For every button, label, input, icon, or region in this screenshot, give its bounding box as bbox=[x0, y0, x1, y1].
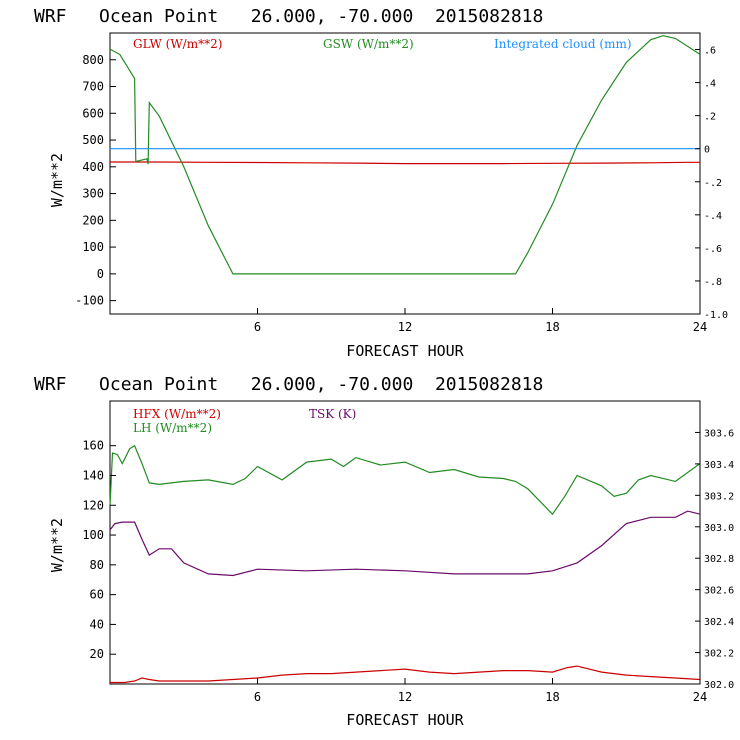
series-line-tsk bbox=[109, 510, 701, 577]
y-axis-left: -100 0 100 200 300 400 500 600 700 800 bbox=[75, 53, 116, 308]
y-tick-label: 140 bbox=[82, 468, 104, 482]
x-tick-label: 6 bbox=[254, 320, 261, 334]
legend-tsk: TSK (K) bbox=[309, 407, 356, 421]
y-tick-label: 100 bbox=[82, 240, 104, 254]
y-tick-label: 500 bbox=[82, 133, 104, 147]
x-tick-label: 12 bbox=[398, 320, 412, 334]
y2-tick-label: 302.0 bbox=[704, 680, 734, 691]
x-axis: 6 12 18 24 bbox=[254, 678, 707, 704]
panel-top: WRF Ocean Point 26.000, -70.000 20150828… bbox=[34, 6, 728, 360]
y-tick-label: 100 bbox=[82, 528, 104, 542]
y2-tick-label: 303.6 bbox=[704, 428, 734, 439]
y2-tick-label: 303.0 bbox=[704, 523, 734, 534]
y-tick-label: 300 bbox=[82, 187, 104, 201]
y-tick-label: 400 bbox=[82, 160, 104, 174]
panel-bottom: WRF Ocean Point 26.000, -70.000 20150828… bbox=[34, 374, 734, 729]
chart-title: WRF Ocean Point 26.000, -70.000 20150828… bbox=[34, 6, 543, 27]
x-axis-label: FORECAST HOUR bbox=[346, 342, 464, 360]
y-tick-label: 800 bbox=[82, 53, 104, 67]
y-tick-label: -100 bbox=[75, 294, 104, 308]
y2-tick-label: -.8 bbox=[704, 277, 722, 288]
y-axis-right: .6 .4 .2 0 -.2 -.4 -.6 -.8 -1.0 bbox=[695, 46, 728, 321]
y-axis-left: 20 40 60 80 100 120 140 160 bbox=[82, 439, 116, 661]
y-axis-label: W/m**2 bbox=[48, 153, 66, 207]
y-tick-label: 80 bbox=[90, 558, 104, 572]
y-tick-label: 20 bbox=[90, 647, 104, 661]
x-axis-label: FORECAST HOUR bbox=[346, 711, 464, 729]
y2-tick-label: .6 bbox=[704, 46, 716, 57]
plot-marks bbox=[109, 444, 701, 684]
x-tick-label: 18 bbox=[545, 690, 559, 704]
series-line-hfx bbox=[110, 665, 701, 684]
y2-tick-label: -.6 bbox=[704, 244, 722, 255]
series-line-glw bbox=[110, 161, 700, 165]
y-tick-label: 120 bbox=[82, 498, 104, 512]
y2-tick-label: 302.8 bbox=[704, 554, 734, 565]
y2-tick-label: .2 bbox=[704, 112, 716, 123]
y2-tick-label: -1.0 bbox=[704, 310, 728, 321]
legend-lh: LH (W/m**2) bbox=[133, 421, 212, 435]
legend-glw: GLW (W/m**2) bbox=[133, 37, 222, 51]
y2-tick-label: -.4 bbox=[704, 211, 722, 222]
y2-tick-label: 302.4 bbox=[704, 617, 734, 628]
y-axis-label: W/m**2 bbox=[48, 518, 66, 572]
legend-hfx: HFX (W/m**2) bbox=[133, 407, 221, 421]
x-tick-label: 24 bbox=[693, 690, 707, 704]
chart-title: WRF Ocean Point 26.000, -70.000 20150828… bbox=[34, 374, 543, 395]
y-axis-right: 303.6 303.4 303.2 303.0 302.8 302.6 302.4 302.2… bbox=[695, 428, 734, 691]
y2-tick-label: 303.4 bbox=[704, 460, 734, 471]
x-tick-label: 12 bbox=[398, 690, 412, 704]
legend-gsw: GSW (W/m**2) bbox=[323, 37, 414, 51]
y2-tick-label: .4 bbox=[704, 79, 716, 90]
x-tick-label: 18 bbox=[545, 320, 559, 334]
y-tick-label: 700 bbox=[82, 80, 104, 94]
y2-tick-label: -.2 bbox=[704, 178, 722, 189]
x-tick-label: 6 bbox=[254, 690, 261, 704]
y-tick-label: 40 bbox=[90, 617, 104, 631]
series-line-gsw bbox=[109, 35, 701, 275]
y2-tick-label: 302.2 bbox=[704, 649, 734, 660]
y-tick-label: 600 bbox=[82, 106, 104, 120]
y2-tick-label: 0 bbox=[704, 145, 710, 156]
legend-cloud: Integrated cloud (mm) bbox=[494, 37, 632, 51]
series-line-lh bbox=[109, 444, 701, 516]
x-tick-label: 24 bbox=[693, 320, 707, 334]
y-tick-label: 200 bbox=[82, 213, 104, 227]
y-tick-label: 60 bbox=[90, 588, 104, 602]
y-tick-label: 160 bbox=[82, 439, 104, 453]
y2-tick-label: 303.2 bbox=[704, 491, 734, 502]
x-axis: 6 12 18 24 bbox=[254, 308, 707, 334]
y-tick-label: 0 bbox=[97, 267, 104, 281]
plot-marks bbox=[109, 35, 701, 275]
y2-tick-label: 302.6 bbox=[704, 586, 734, 597]
